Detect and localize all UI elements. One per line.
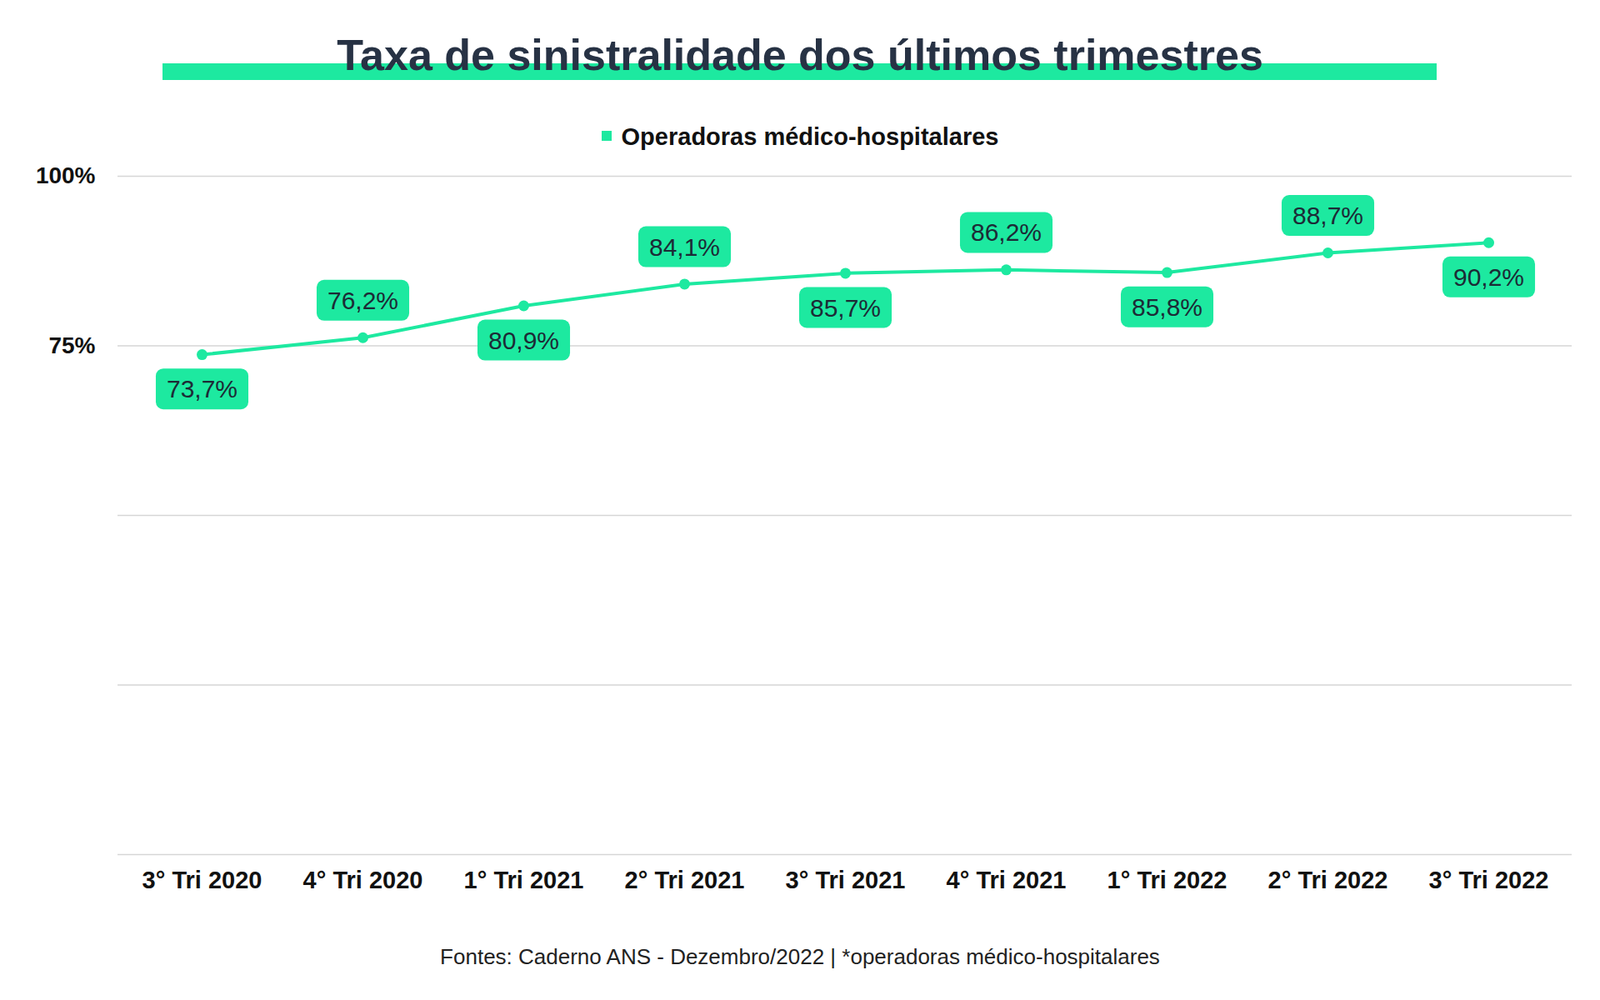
- html-text:Fontes: Caderno ANS - Dezembro: Fontes: Caderno ANS - Dezembro/2022 | *o…: [440, 944, 1160, 970]
- svg-text:2° Tri 2022: 2° Tri 2022: [1268, 866, 1389, 894]
- svg-text:73,7%: 73,7%: [166, 375, 238, 403]
- svg-text:1° Tri 2021: 1° Tri 2021: [464, 866, 585, 894]
- svg-text:3° Tri 2021: 3° Tri 2021: [785, 866, 906, 894]
- svg-text:3° Tri 2022: 3° Tri 2022: [1429, 866, 1550, 894]
- svg-text:100%: 100%: [35, 162, 96, 189]
- svg-text:84,1%: 84,1%: [649, 233, 720, 261]
- html-text:Taxa de sinistralidade dos últ: Taxa de sinistralidade dos últimos trime…: [336, 30, 1264, 80]
- svg-text:76,2%: 76,2%: [327, 286, 399, 315]
- svg-text:80,9%: 80,9%: [488, 326, 560, 355]
- html-text:Operadoras médico-hospitalares: Operadoras médico-hospitalares: [621, 123, 999, 150]
- svg-text:4° Tri 2020: 4° Tri 2020: [303, 866, 424, 894]
- svg-text:1° Tri 2022: 1° Tri 2022: [1107, 866, 1228, 894]
- svg-text:88,7%: 88,7%: [1292, 201, 1364, 230]
- svg-text:3° Tri 2020: 3° Tri 2020: [142, 866, 263, 894]
- svg-text:85,7%: 85,7%: [810, 294, 881, 322]
- svg-text:4° Tri 2021: 4° Tri 2021: [946, 866, 1067, 894]
- svg-text:75%: 75%: [48, 332, 95, 359]
- svg-text:85,8%: 85,8%: [1131, 293, 1203, 321]
- svg-text:90,2%: 90,2%: [1453, 263, 1525, 291]
- svg-text:86,2%: 86,2%: [970, 218, 1042, 246]
- svg-text:2° Tri 2021: 2° Tri 2021: [625, 866, 745, 894]
